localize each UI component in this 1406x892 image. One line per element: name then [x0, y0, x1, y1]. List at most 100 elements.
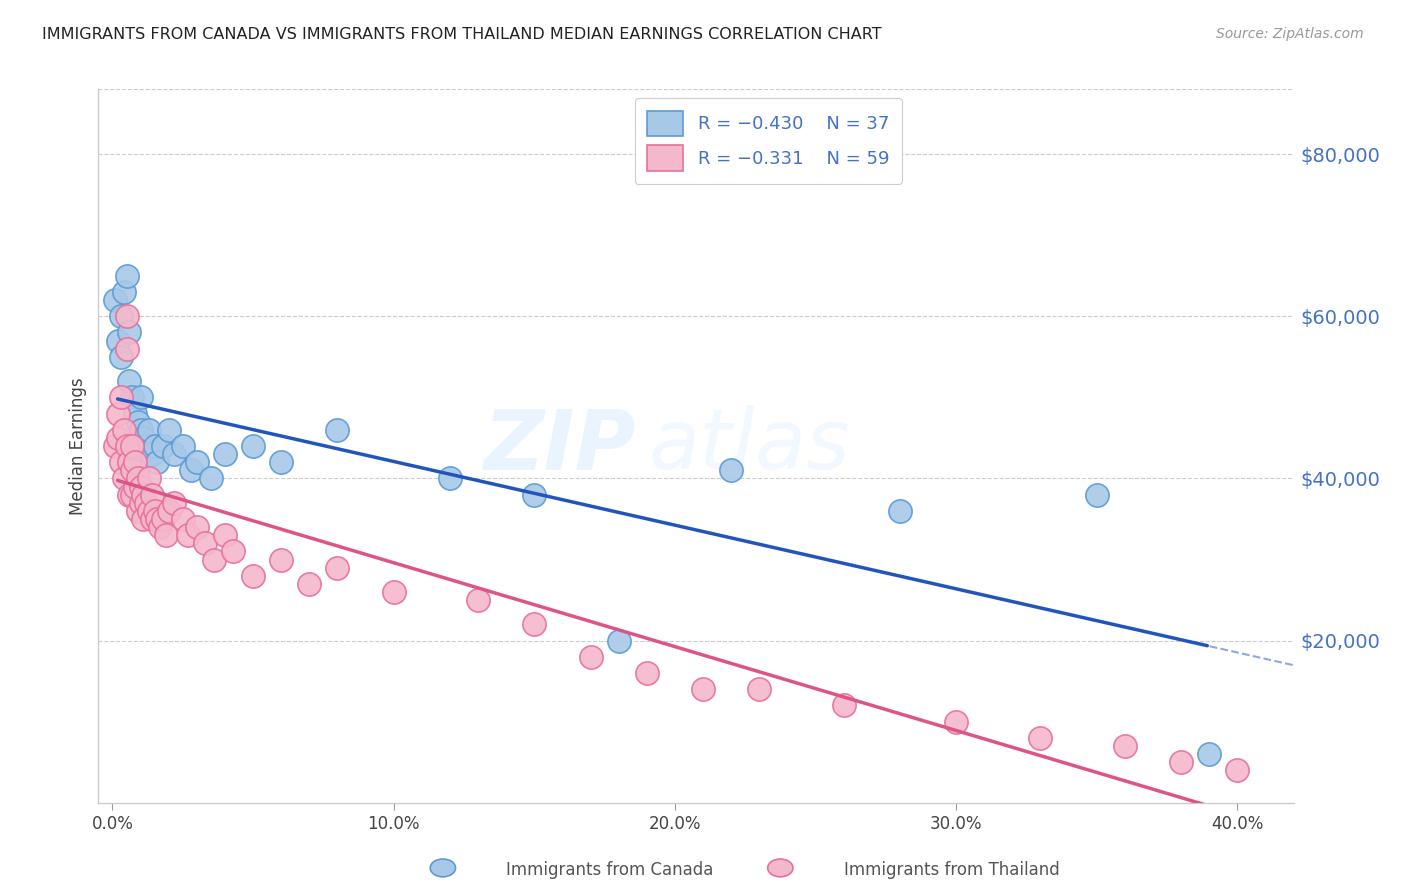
Point	[110, 455, 132, 469]
Point	[1226, 764, 1249, 778]
Point	[146, 455, 169, 469]
Point	[115, 342, 138, 356]
Text: Source: ZipAtlas.com: Source: ZipAtlas.com	[1216, 27, 1364, 41]
Legend: R = −0.430    N = 37, R = −0.331    N = 59: R = −0.430 N = 37, R = −0.331 N = 59	[634, 98, 903, 184]
Point	[222, 544, 245, 558]
Point	[104, 439, 127, 453]
Point	[115, 268, 138, 283]
Point	[1198, 747, 1220, 761]
Text: IMMIGRANTS FROM CANADA VS IMMIGRANTS FROM THAILAND MEDIAN EARNINGS CORRELATION C: IMMIGRANTS FROM CANADA VS IMMIGRANTS FRO…	[42, 27, 882, 42]
Point	[152, 512, 174, 526]
Text: ZIP: ZIP	[484, 406, 637, 486]
Point	[141, 447, 163, 461]
Text: Immigrants from Thailand: Immigrants from Thailand	[844, 861, 1059, 879]
Point	[202, 552, 225, 566]
Point	[180, 463, 202, 477]
Point	[152, 439, 174, 453]
Point	[163, 447, 186, 461]
Y-axis label: Median Earnings: Median Earnings	[69, 377, 87, 515]
Point	[124, 479, 146, 493]
Point	[146, 512, 169, 526]
Point	[132, 488, 155, 502]
Point	[112, 285, 135, 299]
Point	[107, 407, 129, 421]
Point	[155, 528, 177, 542]
Point	[129, 496, 152, 510]
Point	[1170, 756, 1192, 770]
Point	[118, 455, 141, 469]
Point	[104, 293, 127, 307]
Text: Immigrants from Canada: Immigrants from Canada	[506, 861, 713, 879]
Point	[141, 488, 163, 502]
Point	[177, 528, 200, 542]
Point	[135, 439, 157, 453]
Point	[945, 714, 967, 729]
Point	[127, 415, 149, 429]
Point	[157, 423, 180, 437]
Point	[172, 512, 194, 526]
Point	[124, 407, 146, 421]
Point	[439, 471, 461, 485]
Point	[107, 431, 129, 445]
Point	[143, 504, 166, 518]
Point	[186, 455, 208, 469]
Point	[270, 455, 292, 469]
Point	[112, 471, 135, 485]
Point	[127, 471, 149, 485]
Point	[692, 682, 714, 697]
Point	[720, 463, 742, 477]
Point	[748, 682, 770, 697]
Point	[127, 504, 149, 518]
Point	[110, 350, 132, 364]
Point	[832, 698, 855, 713]
Point	[110, 310, 132, 324]
Point	[298, 577, 321, 591]
Point	[118, 488, 141, 502]
Point	[157, 504, 180, 518]
Point	[138, 504, 160, 518]
Point	[163, 496, 186, 510]
Text: atlas: atlas	[648, 406, 849, 486]
Point	[143, 439, 166, 453]
Point	[129, 423, 152, 437]
Point	[138, 471, 160, 485]
Point	[115, 310, 138, 324]
Point	[141, 512, 163, 526]
Point	[149, 520, 172, 534]
Point	[636, 666, 658, 681]
Point	[186, 520, 208, 534]
Point	[270, 552, 292, 566]
Point	[242, 439, 264, 453]
Point	[135, 496, 157, 510]
Point	[129, 390, 152, 404]
Point	[121, 463, 143, 477]
Point	[121, 488, 143, 502]
Point	[118, 326, 141, 340]
Point	[121, 439, 143, 453]
Point	[110, 390, 132, 404]
Point	[889, 504, 911, 518]
Point	[107, 334, 129, 348]
Point	[1085, 488, 1108, 502]
Point	[523, 617, 546, 632]
Point	[118, 374, 141, 388]
Point	[382, 585, 405, 599]
Point	[467, 593, 489, 607]
Point	[200, 471, 222, 485]
Point	[115, 439, 138, 453]
Point	[1029, 731, 1052, 745]
Point	[326, 423, 349, 437]
Point	[172, 439, 194, 453]
Point	[129, 479, 152, 493]
Point	[242, 568, 264, 582]
Point	[214, 528, 236, 542]
Point	[523, 488, 546, 502]
Point	[1114, 739, 1136, 753]
Point	[579, 649, 602, 664]
Point	[112, 423, 135, 437]
Point	[132, 431, 155, 445]
Point	[121, 390, 143, 404]
Point	[124, 455, 146, 469]
Point	[326, 560, 349, 574]
Point	[132, 512, 155, 526]
